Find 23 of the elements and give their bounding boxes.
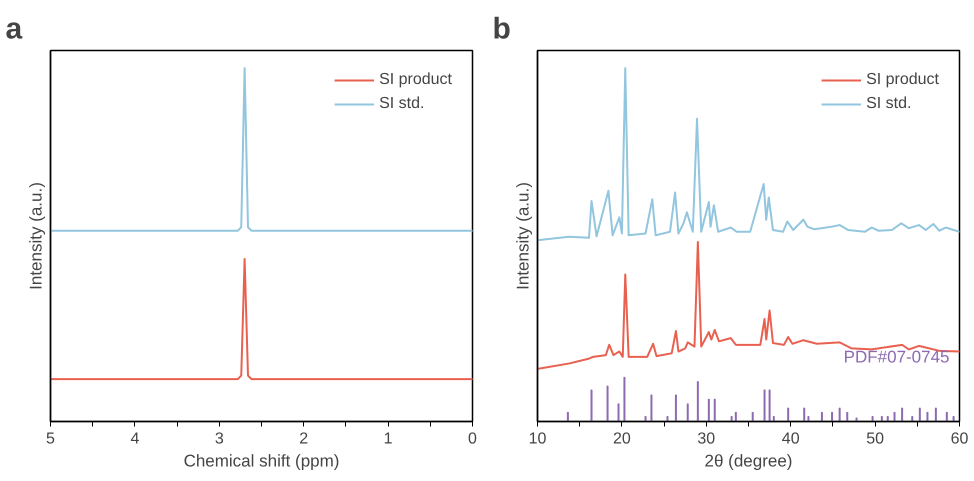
chart-title: a xyxy=(6,12,22,46)
x-axis-title: Chemical shift (ppm) xyxy=(184,452,340,470)
x-tick-label: 2 xyxy=(299,430,308,448)
text: PDF#07-0745 xyxy=(844,347,950,366)
x-tick-label: 60 xyxy=(950,430,968,448)
x-tick-label: 50 xyxy=(866,430,884,448)
x-tick-label: 3 xyxy=(214,430,224,448)
legend-label: SI product xyxy=(379,71,452,89)
chart-title: b xyxy=(492,12,511,46)
x-tick-label: 20 xyxy=(613,430,631,448)
x-tick-label: 40 xyxy=(782,430,800,448)
x-tick-label: 0 xyxy=(468,430,478,448)
y-axis-title: Intensity (a.u.) xyxy=(514,182,532,290)
x-tick-label: 1 xyxy=(384,430,393,448)
legend-label: SI std. xyxy=(866,95,912,113)
y-axis-title: Intensity (a.u.) xyxy=(26,182,46,290)
x-tick-label: 5 xyxy=(46,430,56,448)
x-tick-label: 4 xyxy=(130,430,140,448)
x-tick-label: 30 xyxy=(697,430,716,448)
x-axis-title: 2θ (degree) xyxy=(704,452,792,470)
x-tick-label: 10 xyxy=(528,430,546,448)
legend-label: SI std. xyxy=(379,95,424,113)
legend-label: SI product xyxy=(866,71,939,89)
